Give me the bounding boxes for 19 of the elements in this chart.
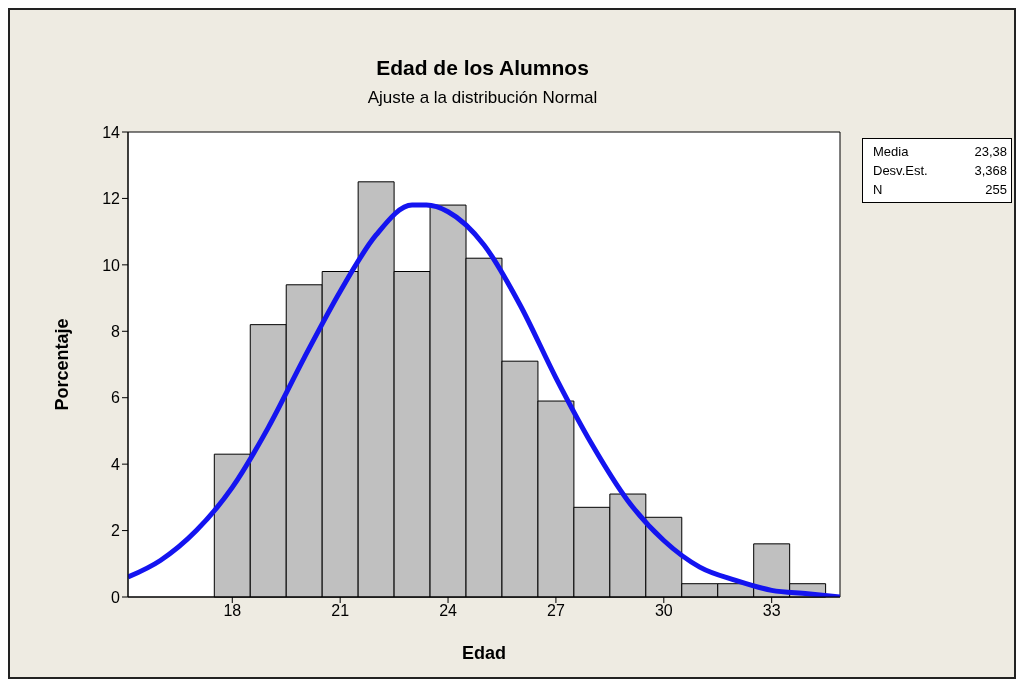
- y-tick-label: 0: [111, 588, 121, 606]
- x-tick-label: 27: [547, 602, 565, 620]
- y-tick-label: 6: [111, 389, 121, 407]
- x-axis-title: Edad: [461, 643, 507, 663]
- chart-title: Edad de los Alumnos: [375, 56, 590, 80]
- y-tick-label: 14: [102, 123, 121, 141]
- y-tick-label: 12: [102, 190, 121, 208]
- y-tick-label: 8: [111, 322, 121, 340]
- x-tick-label: 30: [654, 602, 673, 620]
- y-tick-label: 2: [111, 522, 121, 540]
- x-tick-label: 24: [439, 602, 458, 620]
- x-tick-label: 18: [223, 602, 242, 620]
- y-tick-label: 4: [111, 455, 121, 473]
- y-axis-title: Porcentaje: [52, 318, 73, 411]
- chart-subtitle: Ajuste a la distribución Normal: [366, 88, 599, 108]
- y-tick-label: 10: [102, 256, 121, 274]
- x-tick-label: 33: [762, 602, 781, 620]
- stats-box: Media 23,38 Desv.Est. 3,368 N 255: [862, 138, 1012, 203]
- x-tick-label: 21: [331, 602, 350, 620]
